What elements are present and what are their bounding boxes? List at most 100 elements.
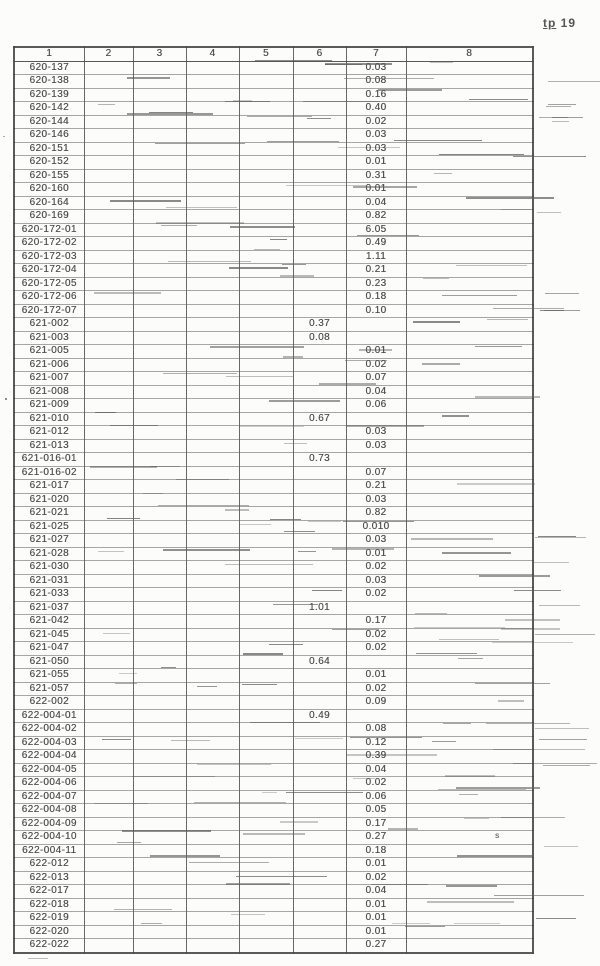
table-row: 622-017 0.04: [13, 884, 534, 899]
empty-cell: [405, 330, 534, 345]
empty-cell: [83, 317, 134, 332]
empty-cell: [83, 182, 134, 197]
value-cell: 0.04: [345, 884, 407, 899]
empty-cell: [405, 303, 534, 318]
empty-cell: [185, 398, 240, 413]
table-row: 622-013 0.02: [13, 870, 534, 885]
empty-cell: [292, 506, 347, 521]
empty-cell: [238, 641, 294, 656]
empty-cell: [405, 479, 534, 494]
value-cell: 0.01: [345, 182, 407, 197]
value-cell: 0.01: [345, 546, 407, 561]
empty-cell: [132, 587, 187, 602]
empty-cell: [185, 74, 240, 89]
row-id-cell: 621-027: [13, 533, 85, 548]
row-id-cell: 622-022: [13, 938, 85, 953]
empty-cell: [238, 884, 294, 899]
row-id-cell: 621-012: [13, 425, 85, 440]
table-row: 621-008 0.04: [13, 384, 534, 399]
row-id-cell: 620-146: [13, 128, 85, 143]
empty-cell: [83, 587, 134, 602]
table-row: 621-050 0.64: [13, 654, 534, 669]
value-cell: 0.18: [345, 290, 407, 305]
value-cell: 0.09: [345, 695, 407, 710]
empty-cell: [132, 695, 187, 710]
empty-cell: [185, 884, 240, 899]
empty-cell: [132, 938, 187, 953]
empty-cell: [238, 533, 294, 548]
value-cell: 0.21: [345, 263, 407, 278]
empty-cell: [83, 425, 134, 440]
empty-cell: [238, 762, 294, 777]
empty-cell: [292, 681, 347, 696]
empty-cell: [405, 533, 534, 548]
empty-cell: [83, 762, 134, 777]
empty-cell: [292, 789, 347, 804]
empty-cell: [83, 398, 134, 413]
row-id-cell: 621-020: [13, 492, 85, 507]
table-row: 621-010 0.67: [13, 411, 534, 426]
empty-cell: [238, 830, 294, 845]
empty-cell: [132, 222, 187, 237]
table-row: 621-030 0.02: [13, 560, 534, 575]
empty-cell: [185, 195, 240, 210]
empty-cell: [185, 533, 240, 548]
value-cell: 0.16: [345, 87, 407, 102]
column-header: 2: [83, 46, 134, 62]
empty-cell: [185, 560, 240, 575]
table-row: 620-172-03 1.11: [13, 249, 534, 264]
empty-cell: [238, 195, 294, 210]
table-row: 622-019 0.01: [13, 911, 534, 926]
row-id-cell: 620-155: [13, 168, 85, 183]
empty-cell: [405, 924, 534, 939]
table-row: 622-004-05 0.04: [13, 762, 534, 777]
empty-cell: [238, 141, 294, 156]
empty-cell: [132, 317, 187, 332]
value-cell: 0.08: [345, 722, 407, 737]
empty-cell: [292, 924, 347, 939]
empty-cell: [185, 938, 240, 953]
empty-cell: [132, 627, 187, 642]
row-id-cell: 622-004-08: [13, 803, 85, 818]
empty-cell: [132, 101, 187, 116]
empty-cell: [405, 600, 534, 615]
empty-cell: [83, 911, 134, 926]
page-number-value: 19: [560, 16, 576, 30]
column-header: 1: [13, 46, 85, 62]
empty-cell: [185, 641, 240, 656]
empty-cell: [83, 695, 134, 710]
row-id-cell: 621-002: [13, 317, 85, 332]
row-id-cell: 622-020: [13, 924, 85, 939]
value-cell: 0.27: [345, 938, 407, 953]
value-cell: 0.02: [345, 560, 407, 575]
empty-cell: [132, 816, 187, 831]
empty-cell: [83, 384, 134, 399]
empty-cell: [185, 236, 240, 251]
value-cell: 0.21: [345, 479, 407, 494]
empty-cell: [83, 479, 134, 494]
table-row: 621-042 0.17: [13, 614, 534, 629]
value-cell: 0.49: [292, 708, 347, 723]
empty-cell: [405, 614, 534, 629]
row-id-cell: 620-172-01: [13, 222, 85, 237]
empty-cell: [238, 695, 294, 710]
table-row: 621-016-02 0.07: [13, 465, 534, 480]
empty-cell: [132, 546, 187, 561]
empty-cell: [83, 722, 134, 737]
empty-cell: [238, 573, 294, 588]
empty-cell: [185, 735, 240, 750]
empty-cell: [185, 60, 240, 75]
empty-cell: [132, 60, 187, 75]
empty-cell: [185, 722, 240, 737]
empty-cell: [405, 492, 534, 507]
empty-cell: [83, 884, 134, 899]
table-row: 620-172-02 0.49: [13, 236, 534, 251]
value-cell: 0.07: [345, 371, 407, 386]
empty-cell: [292, 141, 347, 156]
column-header: 5: [238, 46, 294, 62]
empty-cell: [185, 911, 240, 926]
row-id-cell: 621-016-02: [13, 465, 85, 480]
value-cell: 1.11: [345, 249, 407, 264]
row-id-cell: 621-045: [13, 627, 85, 642]
table-row: 622-020 0.01: [13, 924, 534, 939]
